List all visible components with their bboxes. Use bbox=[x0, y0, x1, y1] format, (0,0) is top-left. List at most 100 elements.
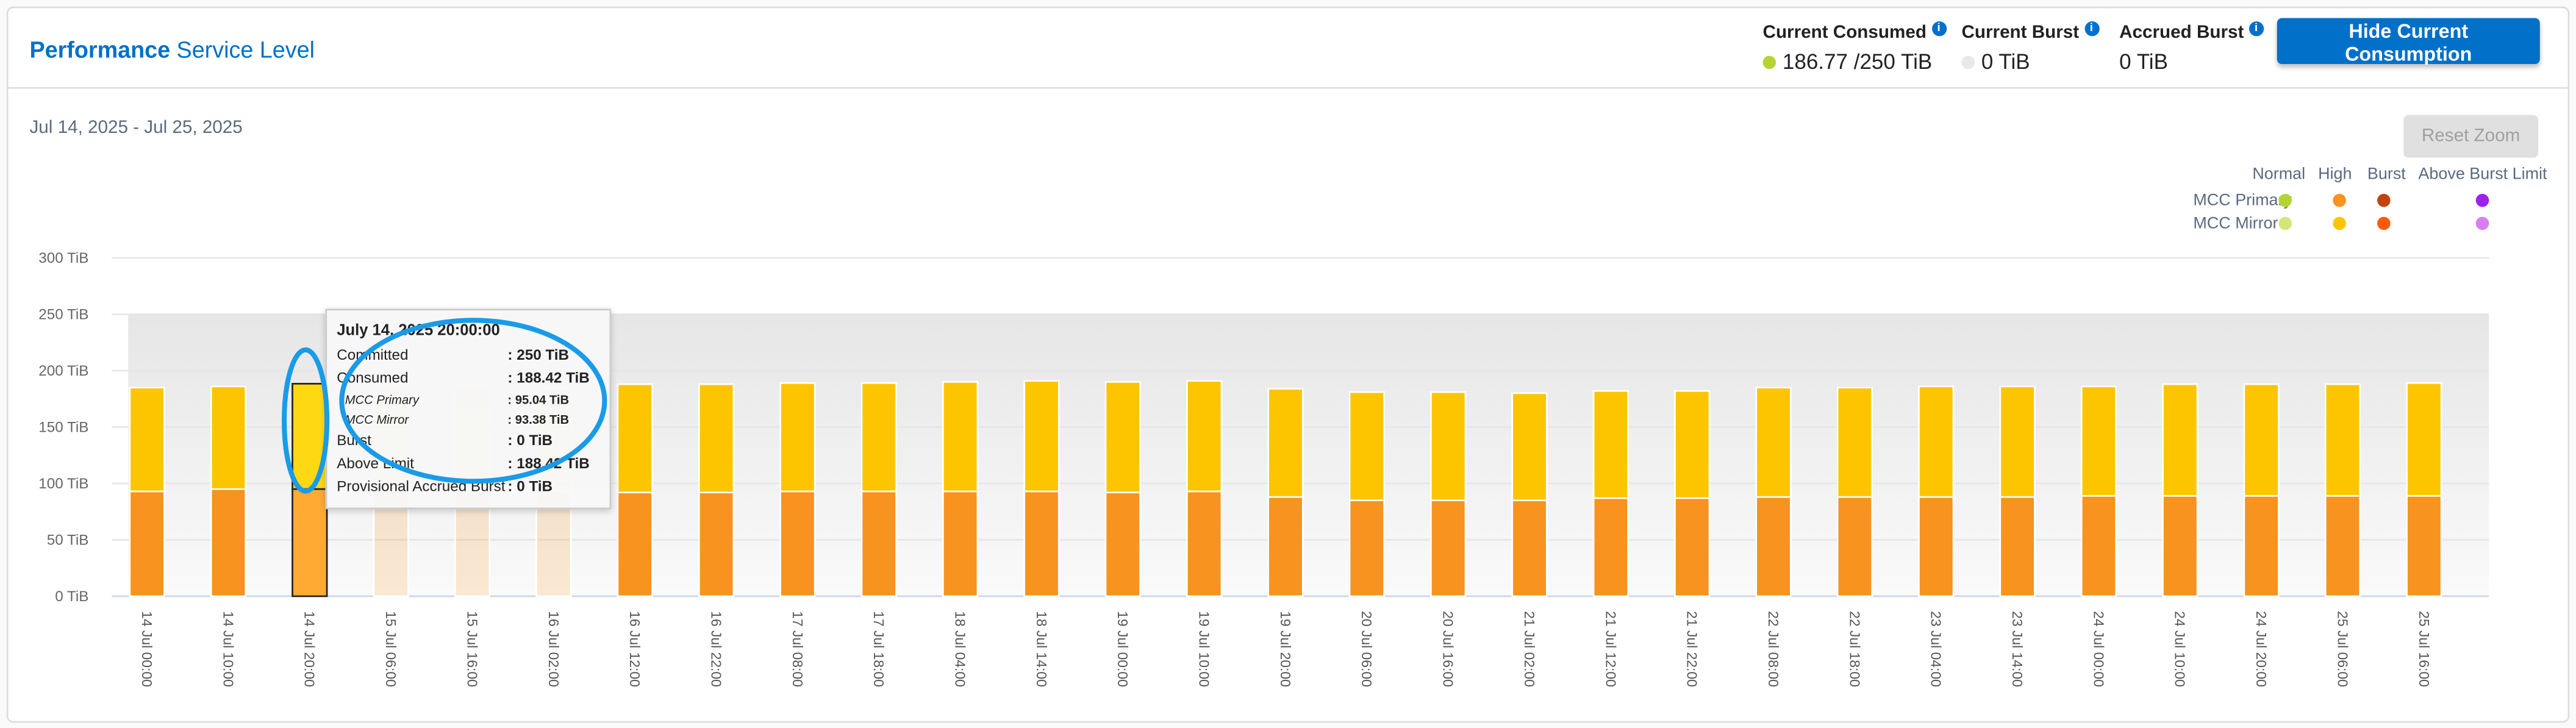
bar-mcc-primary[interactable] bbox=[779, 490, 816, 598]
tooltip-title: July 14, 2025 20:00:00 bbox=[337, 322, 500, 340]
bar-mcc-mirror[interactable] bbox=[1511, 392, 1548, 501]
status-dot bbox=[1762, 55, 1776, 68]
bar-mcc-primary[interactable] bbox=[2162, 494, 2199, 598]
status-dot bbox=[1961, 55, 1975, 68]
bar-mcc-primary[interactable] bbox=[1836, 496, 1873, 598]
bar-mcc-mirror[interactable] bbox=[1267, 388, 1304, 498]
panel-title: Performance Service Level bbox=[29, 36, 314, 62]
bar-mcc-primary[interactable] bbox=[1999, 496, 2036, 598]
bar-mcc-primary[interactable] bbox=[942, 490, 979, 598]
bar-mcc-mirror[interactable] bbox=[1674, 390, 1711, 499]
bar-mcc-mirror[interactable] bbox=[129, 387, 165, 493]
bar-mcc-primary[interactable] bbox=[1348, 499, 1385, 598]
tooltip-value: : 95.04 TiB bbox=[507, 392, 570, 408]
bar-mcc-primary[interactable] bbox=[1186, 490, 1223, 598]
x-tick-label: 17 Jul 08:00 bbox=[790, 611, 806, 687]
bar-mcc-mirror[interactable] bbox=[1186, 380, 1223, 493]
bar-mcc-primary[interactable] bbox=[2243, 494, 2280, 598]
tooltip-value: : 0 TiB bbox=[507, 477, 553, 494]
info-icon[interactable]: i bbox=[2084, 20, 2099, 35]
bar-mcc-primary[interactable] bbox=[2406, 494, 2442, 598]
bar-mcc-mirror[interactable] bbox=[2080, 385, 2117, 497]
x-tick-label: 18 Jul 04:00 bbox=[953, 611, 968, 687]
x-tick-label: 22 Jul 08:00 bbox=[1766, 611, 1781, 687]
bar-mcc-mirror[interactable] bbox=[292, 382, 328, 490]
stat-label: Current Consumed bbox=[1762, 23, 1927, 43]
bar-mcc-primary[interactable] bbox=[1674, 497, 1711, 598]
bar-mcc-mirror[interactable] bbox=[2162, 383, 2199, 497]
hide-current-consumption-button[interactable]: Hide Current Consumption bbox=[2277, 18, 2540, 66]
legend-dot bbox=[2278, 193, 2292, 207]
tooltip-label: MCC Mirror bbox=[345, 412, 409, 427]
legend-dot bbox=[2333, 193, 2346, 207]
bar-mcc-mirror[interactable] bbox=[1104, 381, 1141, 494]
title-rest: Service Level bbox=[176, 36, 315, 63]
date-range: Jul 14, 2025 - Jul 25, 2025 bbox=[29, 118, 243, 138]
bar-mcc-mirror[interactable] bbox=[942, 381, 979, 493]
legend-col-burst: Burst bbox=[2367, 166, 2406, 184]
bar-mcc-mirror[interactable] bbox=[1755, 387, 1792, 498]
bar-mcc-primary[interactable] bbox=[860, 490, 897, 598]
x-tick-label: 19 Jul 20:00 bbox=[1278, 611, 1293, 687]
x-tick-label: 15 Jul 16:00 bbox=[464, 611, 480, 687]
x-tick-label: 16 Jul 12:00 bbox=[627, 611, 643, 687]
bar-mcc-mirror[interactable] bbox=[860, 382, 897, 493]
legend-col-high: High bbox=[2318, 166, 2352, 184]
bar-mcc-mirror[interactable] bbox=[1430, 391, 1467, 501]
x-tick-label: 21 Jul 12:00 bbox=[1603, 611, 1619, 687]
bar-mcc-mirror[interactable] bbox=[698, 383, 735, 494]
bar-mcc-primary[interactable] bbox=[1267, 496, 1304, 598]
bar-mcc-mirror[interactable] bbox=[1836, 387, 1873, 498]
tooltip-value: : 188.42 TiB bbox=[507, 369, 590, 387]
y-tick-label: 250 TiB bbox=[38, 307, 88, 323]
bar-mcc-primary[interactable] bbox=[1511, 499, 1548, 598]
bar-mcc-primary[interactable] bbox=[2080, 494, 2117, 598]
bar-mcc-primary[interactable] bbox=[1104, 491, 1141, 598]
bar-mcc-mirror[interactable] bbox=[1592, 390, 1630, 499]
bar-mcc-primary[interactable] bbox=[2324, 494, 2361, 598]
tooltip-label: MCC Primary bbox=[345, 392, 419, 408]
bar-mcc-mirror[interactable] bbox=[1023, 380, 1060, 493]
bar-mcc-mirror[interactable] bbox=[2243, 383, 2280, 497]
x-tick-label: 15 Jul 06:00 bbox=[383, 611, 399, 687]
x-tick-label: 16 Jul 02:00 bbox=[546, 611, 562, 687]
bar-mcc-primary[interactable] bbox=[1592, 497, 1630, 598]
bar-mcc-mirror[interactable] bbox=[1999, 385, 2036, 498]
bar-mcc-primary[interactable] bbox=[617, 491, 653, 598]
bar-mcc-primary[interactable] bbox=[698, 491, 735, 598]
bar-mcc-mirror[interactable] bbox=[2324, 383, 2361, 497]
bar-mcc-mirror[interactable] bbox=[2406, 382, 2442, 497]
y-tick-label: 150 TiB bbox=[38, 419, 88, 435]
x-tick-label: 25 Jul 16:00 bbox=[2416, 611, 2432, 687]
y-tick-label: 0 TiB bbox=[55, 588, 88, 605]
bar-mcc-mirror[interactable] bbox=[617, 383, 653, 494]
stat-current-consumed: Current Consumed i 186.77 /250 TiB bbox=[1762, 20, 1947, 74]
bar-mcc-mirror[interactable] bbox=[1348, 391, 1385, 501]
info-icon[interactable]: i bbox=[2249, 20, 2264, 35]
bar-mcc-primary[interactable] bbox=[1918, 496, 1955, 598]
bar-mcc-primary[interactable] bbox=[1430, 499, 1467, 598]
stat-value: 186.77 /250 TiB bbox=[1782, 49, 1933, 74]
y-tick-label: 200 TiB bbox=[38, 363, 88, 379]
bar-mcc-mirror[interactable] bbox=[779, 382, 816, 493]
bar-mcc-primary[interactable] bbox=[1023, 490, 1060, 598]
stat-label: Current Burst bbox=[1961, 23, 2080, 43]
x-tick-label: 14 Jul 00:00 bbox=[139, 611, 155, 687]
bar-mcc-primary[interactable] bbox=[210, 488, 247, 598]
bar-mcc-primary[interactable] bbox=[292, 488, 328, 598]
legend-col-above-burst-limit: Above Burst Limit bbox=[2418, 166, 2547, 184]
bar-mcc-mirror[interactable] bbox=[210, 385, 247, 490]
info-icon[interactable]: i bbox=[1931, 20, 1947, 35]
stat-accrued-burst: Accrued Burst i 0 TiB bbox=[2119, 20, 2264, 74]
legend-row-mcc-mirror: MCC Mirror bbox=[2193, 215, 2278, 234]
bar-mcc-mirror[interactable] bbox=[1918, 385, 1955, 498]
x-tick-label: 23 Jul 04:00 bbox=[1928, 611, 1944, 687]
x-tick-label: 22 Jul 18:00 bbox=[1847, 611, 1862, 687]
tooltip-value: : 250 TiB bbox=[507, 346, 570, 363]
x-tick-label: 17 Jul 18:00 bbox=[871, 611, 887, 687]
reset-zoom-button[interactable]: Reset Zoom bbox=[2403, 115, 2539, 158]
bar-mcc-primary[interactable] bbox=[1755, 496, 1792, 598]
bar-mcc-primary[interactable] bbox=[129, 490, 165, 598]
stat-current-burst: Current Burst i 0 TiB bbox=[1961, 20, 2099, 74]
